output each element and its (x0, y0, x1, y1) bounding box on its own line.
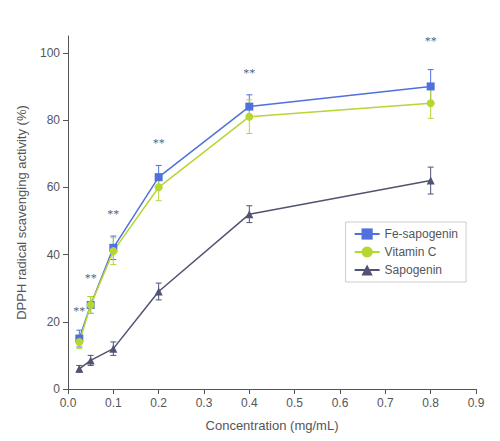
svg-text:Sapogenin: Sapogenin (385, 263, 442, 277)
svg-text:40: 40 (47, 248, 61, 262)
svg-text:DPPH radical scavenging activi: DPPH radical scavenging activity (%) (14, 105, 29, 320)
svg-text:**: ** (153, 136, 165, 150)
svg-text:0.4: 0.4 (241, 396, 258, 410)
svg-text:Fe-sapogenin: Fe-sapogenin (385, 227, 458, 241)
svg-text:80: 80 (47, 113, 61, 127)
svg-text:0.1: 0.1 (105, 396, 122, 410)
svg-text:20: 20 (47, 315, 61, 329)
svg-text:0.7: 0.7 (377, 396, 394, 410)
svg-text:**: ** (107, 207, 119, 221)
svg-text:0.6: 0.6 (332, 396, 349, 410)
svg-text:Concentration (mg/mL): Concentration (mg/mL) (206, 418, 339, 433)
svg-text:0.8: 0.8 (422, 396, 439, 410)
svg-text:**: ** (85, 271, 97, 285)
svg-text:0.2: 0.2 (150, 396, 167, 410)
svg-text:**: ** (243, 66, 255, 80)
svg-text:100: 100 (40, 46, 60, 60)
svg-text:0: 0 (53, 382, 60, 396)
svg-text:0.3: 0.3 (196, 396, 213, 410)
svg-text:0.0: 0.0 (60, 396, 77, 410)
svg-text:0.5: 0.5 (286, 396, 303, 410)
svg-text:**: ** (425, 34, 437, 48)
svg-text:60: 60 (47, 180, 61, 194)
svg-text:Vitamin C: Vitamin C (385, 245, 437, 259)
svg-text:0.9: 0.9 (468, 396, 485, 410)
svg-text:**: ** (73, 304, 85, 318)
